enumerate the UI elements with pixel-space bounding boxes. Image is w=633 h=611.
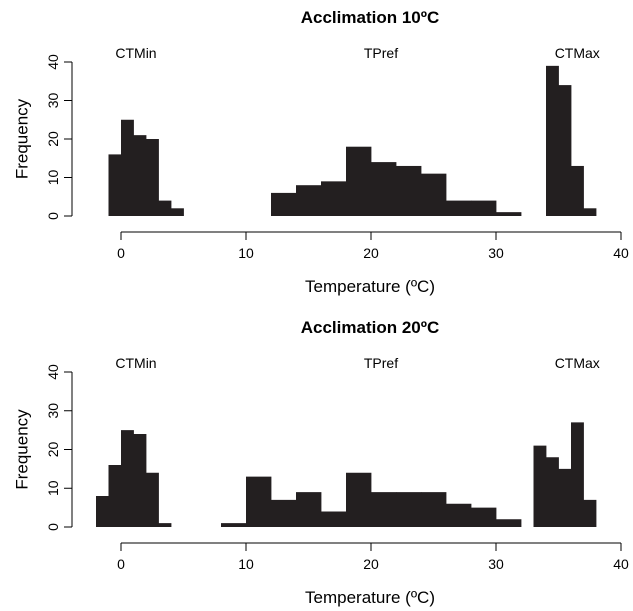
y-tick-label: 10 [45,480,61,496]
histogram-bar [396,165,422,216]
histogram-bar [321,181,347,216]
histogram-panel-acclimation-10: Acclimation 10ºC 0 10 20 30 40 Frequency 0 10 20 3… [12,8,629,296]
histogram-bar [446,200,472,216]
y-axis-label: Frequency [12,98,31,179]
histogram-bar [371,162,397,216]
x-tick-label: 40 [613,245,629,261]
y-tick-label: 30 [45,403,61,419]
histogram-bar [496,519,522,527]
histogram-bar [171,208,184,216]
chart-title: Acclimation 20ºC [301,318,439,337]
histogram-bar [146,139,159,216]
y-tick-label: 40 [45,54,61,70]
histogram-bar [158,523,172,527]
annotation-ctmin: CTMin [115,355,156,371]
histogram-bar [296,185,322,216]
annotation-ctmax: CTMax [555,45,600,61]
histogram-bar [471,507,497,527]
histogram-bar [121,430,134,527]
y-tick-label: 30 [45,93,61,109]
histogram-bar [371,492,397,527]
histogram-bar [446,503,472,527]
histogram-bar [108,154,122,216]
y-tick-label: 20 [45,442,61,458]
chart-title: Acclimation 10ºC [301,8,439,27]
histogram-bar [421,492,447,527]
y-tick-label: 10 [45,170,61,186]
y-tick-label: 0 [45,523,61,531]
x-tick-label: 0 [117,556,125,572]
histogram-bar [271,192,297,216]
x-tick-label: 0 [117,245,125,261]
histogram-bar [133,135,147,216]
histogram-bar [546,457,559,527]
histogram-bar [346,472,372,527]
histogram-bar [121,119,134,216]
histogram-bar [396,492,422,527]
histogram-bar [533,445,547,527]
x-tick-label: 10 [238,556,254,572]
annotation-ctmin: CTMin [115,45,156,61]
x-tick-label: 20 [363,245,379,261]
histogram-bar [96,496,109,527]
histogram-bar [296,492,322,527]
histogram-bar [346,146,372,216]
y-tick-label: 40 [45,364,61,380]
x-axis-label: Temperature (ºC) [305,588,435,607]
histogram-bar [421,173,447,216]
x-tick-label: 40 [613,556,629,572]
histogram-bar [583,208,597,216]
annotation-ctmax: CTMax [555,355,600,371]
histogram-bar [133,434,147,527]
x-tick-label: 10 [238,245,254,261]
histogram-bar [471,200,497,216]
histogram-bar [496,212,522,216]
x-tick-label: 30 [488,556,504,572]
y-axis-label: Frequency [12,409,31,490]
histogram-bar [108,465,122,527]
histogram-bar [571,165,584,216]
annotation-tpref: TPref [364,355,398,371]
histogram-bar [571,422,584,527]
histogram-panel-acclimation-20: Acclimation 20ºC 0 10 20 30 40 Frequency 0 10 20 3… [12,318,629,607]
x-tick-label: 20 [363,556,379,572]
histogram-bar [271,499,297,527]
histogram-bar [158,200,172,216]
y-tick-label: 20 [45,131,61,147]
x-tick-label: 30 [488,245,504,261]
histogram-bar [246,476,272,527]
histogram-bar [583,499,597,527]
histogram-bar [221,523,247,527]
histogram-bar [558,468,572,527]
histogram-bar [546,65,559,216]
histogram-bar [558,85,572,216]
histogram-bar [146,472,159,527]
x-axis-label: Temperature (ºC) [305,277,435,296]
histogram-bar [321,511,347,527]
annotation-tpref: TPref [364,45,398,61]
y-tick-label: 0 [45,212,61,220]
